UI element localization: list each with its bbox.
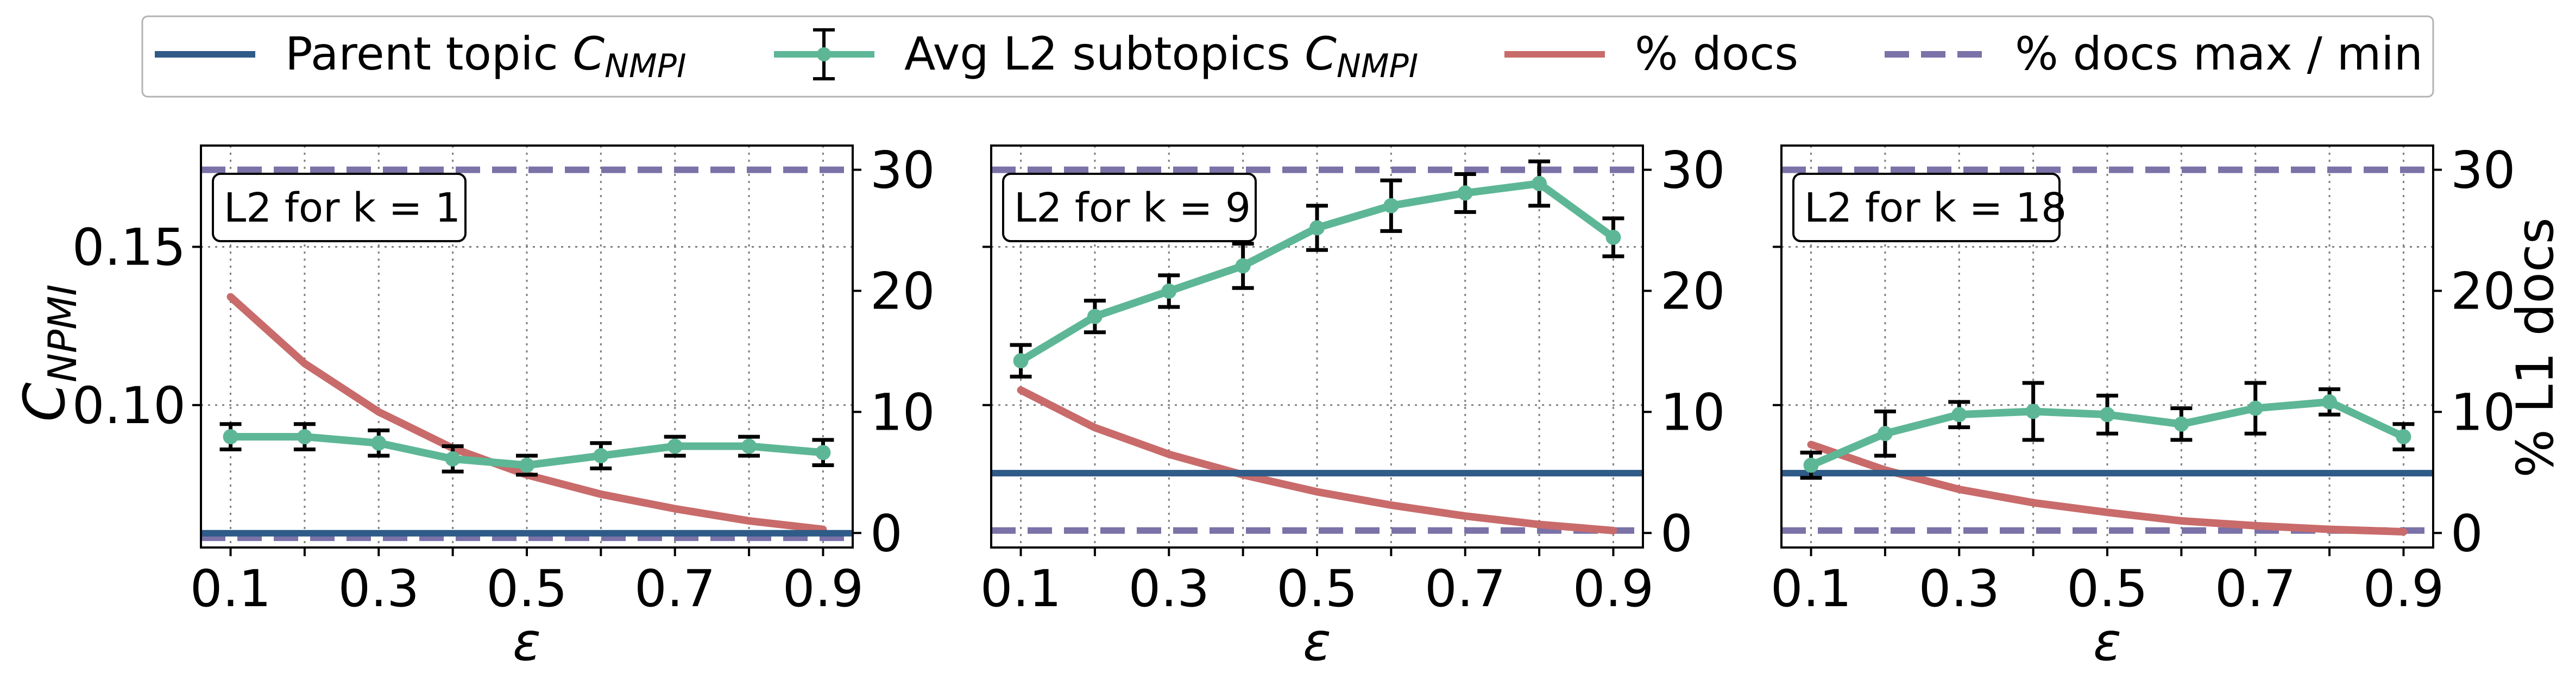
x-axis-label: ε — [513, 612, 541, 672]
x-tick-label: 0.3 — [338, 559, 420, 619]
avg-l2-point — [2100, 407, 2115, 423]
x-tick-label: 0.5 — [2067, 559, 2148, 619]
x-tick-label: 0.7 — [2215, 559, 2296, 619]
y-right-tick-label: 0 — [1660, 504, 1693, 563]
legend-entry: Avg L2 subtopics CNMPI — [774, 27, 1418, 85]
avg-l2-point — [1383, 198, 1399, 213]
y-right-tick-label: 30 — [870, 141, 935, 200]
y-right-tick-label: 10 — [870, 383, 935, 442]
legend-entry: % docs max / min — [1885, 27, 2423, 80]
avg-l2-point — [297, 429, 312, 445]
avg-l2-point — [223, 429, 238, 445]
x-axis-label: ε — [2093, 612, 2121, 672]
avg-l2-point — [1877, 426, 1893, 442]
y-right-axis-label: % L1 docs — [2506, 217, 2565, 477]
y-right-tick-label: 10 — [1660, 383, 1725, 442]
avg-l2-point — [371, 435, 387, 451]
legend-label-subscript: NMPI — [604, 47, 686, 85]
panel-annotation-k: k = 1 — [352, 185, 461, 231]
legend-label-symbol: C — [572, 27, 604, 80]
x-tick-label: 0.1 — [190, 559, 272, 619]
avg-l2-point — [741, 438, 757, 454]
y-left-axis-label-symbol: C — [11, 382, 78, 422]
legend-label: % docs max / min — [2015, 27, 2423, 80]
x-tick-label: 0.9 — [2363, 559, 2445, 619]
y-left-axis-label-subscript: NPMI — [40, 284, 85, 382]
panel-1: 0.1 0.3 0.5 0.7 0.9 ε 0.10 0.15 0 10 20 30 L2 for k … — [72, 141, 935, 672]
y-left-tick-label: 0.15 — [72, 218, 186, 277]
panel-annotation-k: k = 18 — [1933, 185, 2067, 231]
panel-annotation-k: k = 9 — [1143, 185, 1251, 231]
panel-annotation-box — [212, 173, 467, 242]
y-right-tick-label: 20 — [2451, 262, 2516, 321]
legend-marker — [817, 47, 831, 61]
avg-l2-point — [2025, 404, 2041, 419]
avg-l2-point — [2396, 429, 2411, 445]
y-right-tick-label: 20 — [1660, 262, 1725, 321]
avg-l2-point — [1457, 185, 1473, 201]
y-left-axis-label: CNPMI — [11, 284, 85, 421]
x-tick-label: 0.3 — [1129, 559, 1210, 619]
avg-l2-point — [445, 451, 461, 467]
avg-l2-point — [1532, 175, 1547, 191]
avg-l2-point — [2322, 394, 2338, 410]
panel-annotation: L2 for k = 18 — [1804, 185, 2067, 231]
x-tick-label: 0.9 — [1573, 559, 1654, 619]
x-axis-label: ε — [1303, 612, 1331, 672]
x-tick-label: 0.1 — [1771, 559, 1852, 619]
legend-label-subscript: NMPI — [1337, 47, 1419, 85]
x-tick-label: 0.3 — [1919, 559, 2000, 619]
pct-docs-line — [226, 293, 827, 533]
y-right-tick-label: 10 — [2451, 383, 2516, 442]
panel-3: 0.1 0.3 0.5 0.7 0.9 ε 0 10 20 30 L2 for k = 18 — [1771, 141, 2516, 672]
avg-l2-point — [2174, 416, 2189, 432]
avg-l2-point — [1235, 258, 1251, 274]
legend-label-symbol: C — [1305, 27, 1337, 80]
legend-label: Avg L2 subtopics CNMPI — [904, 27, 1418, 85]
panel-2: 0.1 0.3 0.5 0.7 0.9 ε 0 10 20 30 L2 for k = 9 — [980, 141, 1725, 672]
panel-annotation-box — [1792, 173, 2061, 242]
x-tick-label: 0.1 — [980, 559, 1062, 619]
y-right-tick-label: 0 — [2451, 504, 2483, 563]
panel-annotation: L2 for k = 9 — [1014, 185, 1251, 231]
avg-l2-point — [1309, 220, 1325, 236]
panel-annotation: L2 for k = 1 — [224, 185, 461, 231]
x-tick-label: 0.5 — [1276, 559, 1358, 619]
avg-l2-point — [815, 445, 831, 461]
legend: Parent topic CNMPI Avg L2 subtopics CNMPI… — [141, 15, 2434, 98]
x-tick-label: 0.9 — [783, 559, 864, 619]
y-left-tick-label: 0.10 — [72, 376, 186, 436]
y-right-tick-label: 0 — [870, 504, 903, 563]
x-tick-label: 0.7 — [1425, 559, 1506, 619]
pct-docs-line — [1017, 386, 1617, 534]
avg-l2-point — [1087, 309, 1103, 324]
avg-l2-point — [1951, 407, 1967, 423]
y-right-tick-label: 30 — [1660, 141, 1725, 200]
y-right-tick-label: 20 — [870, 262, 935, 321]
avg-l2-point — [1803, 457, 1819, 473]
avg-l2-point — [1161, 284, 1177, 299]
y-right-tick-label: 30 — [2451, 141, 2516, 200]
legend-entry: % docs — [1504, 27, 1798, 80]
avg-l2-point — [2247, 400, 2263, 416]
legend-frame — [141, 15, 2434, 98]
avg-l2-point — [667, 438, 683, 454]
pct-docs-line — [1807, 440, 2408, 536]
x-tick-label: 0.7 — [634, 559, 716, 619]
avg-l2-point — [1605, 229, 1621, 245]
avg-l2-point — [1013, 353, 1029, 369]
x-tick-label: 0.5 — [486, 559, 568, 619]
panel-annotation-box — [1002, 173, 1257, 242]
legend-label: % docs — [1635, 27, 1798, 80]
avg-l2-point — [519, 457, 534, 473]
avg-l2-point — [593, 448, 609, 464]
